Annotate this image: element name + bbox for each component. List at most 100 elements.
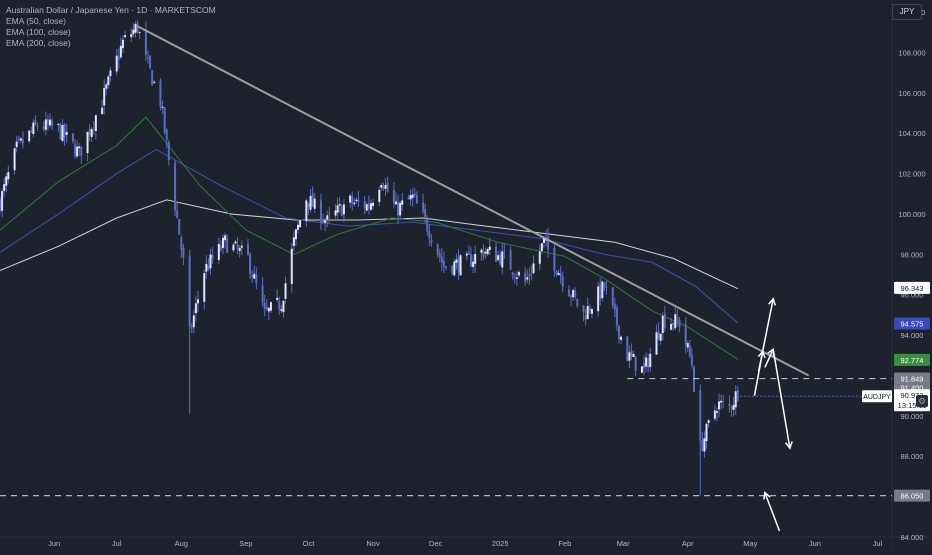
candle-body bbox=[88, 129, 91, 136]
candle-body bbox=[601, 281, 604, 298]
candle-body bbox=[392, 190, 395, 204]
candle-body bbox=[322, 221, 325, 223]
candle-body bbox=[224, 235, 227, 241]
candle-body bbox=[92, 127, 95, 129]
candle-body bbox=[30, 130, 33, 132]
candle-body bbox=[590, 309, 593, 314]
x-tick-label: Jun bbox=[48, 539, 60, 548]
price-tag-label: 94.575 bbox=[901, 320, 924, 329]
candle-body bbox=[409, 195, 412, 200]
candle-body bbox=[715, 411, 718, 413]
gear-icon[interactable]: ⚙ bbox=[916, 395, 928, 407]
candle-body bbox=[17, 139, 20, 141]
candle-body bbox=[736, 389, 739, 401]
candle-body bbox=[495, 246, 498, 262]
candle-body bbox=[620, 336, 623, 340]
candle-body bbox=[707, 420, 710, 424]
price-tag-label: 91.400 bbox=[901, 384, 924, 393]
candle-body bbox=[234, 241, 237, 244]
candle-body bbox=[342, 204, 345, 215]
candle-body bbox=[542, 237, 545, 243]
candle-body bbox=[394, 201, 397, 205]
ema50-layer bbox=[0, 116, 739, 360]
candle-body bbox=[442, 260, 445, 268]
candle-body bbox=[336, 205, 339, 213]
ema50-line bbox=[0, 116, 739, 360]
x-tick-label: Feb bbox=[558, 539, 571, 548]
candle-body bbox=[386, 182, 389, 192]
legend-ema200[interactable]: EMA (200, close) bbox=[6, 38, 71, 48]
candle-body bbox=[297, 224, 300, 230]
candle-body bbox=[34, 120, 37, 125]
candle-body bbox=[353, 202, 356, 205]
currency-button[interactable]: JPY bbox=[892, 4, 922, 20]
candle-body bbox=[413, 193, 416, 196]
drawings-layer[interactable] bbox=[0, 25, 892, 497]
ema200-line bbox=[0, 199, 739, 290]
candle-body bbox=[203, 273, 206, 302]
candle-body bbox=[440, 256, 443, 263]
candle-body bbox=[676, 317, 679, 321]
legend-ema100[interactable]: EMA (100, close) bbox=[6, 27, 71, 37]
candle-body bbox=[340, 205, 343, 217]
x-tick-label: Apr bbox=[682, 539, 694, 548]
candle-body bbox=[630, 350, 633, 357]
last-price-label: 90.973 bbox=[901, 391, 924, 400]
arrow-head bbox=[784, 441, 793, 450]
y-tick-label: 90.000 bbox=[901, 412, 924, 421]
candle-body bbox=[236, 244, 239, 249]
candle-body bbox=[61, 125, 64, 141]
candle-body bbox=[21, 139, 24, 144]
time-axis[interactable]: Jun Jul Aug Sep Oct Nov Dec 2025 Feb Mar Apr May Jun… bbox=[48, 539, 882, 548]
candle-body bbox=[7, 172, 10, 180]
x-tick-label: Mar bbox=[617, 539, 630, 548]
candle-body bbox=[247, 244, 250, 255]
candle-body bbox=[211, 254, 214, 259]
candle-body bbox=[351, 196, 354, 204]
candle-body bbox=[255, 274, 258, 284]
candle-body bbox=[269, 302, 272, 311]
candle-body bbox=[174, 162, 177, 211]
annotation-arrows[interactable] bbox=[753, 297, 793, 532]
arrow-head bbox=[768, 297, 777, 306]
candle-body bbox=[701, 439, 704, 451]
candle-body bbox=[365, 204, 368, 211]
candle-body bbox=[238, 247, 241, 252]
candle-body bbox=[32, 122, 35, 135]
candle-body bbox=[615, 307, 618, 326]
legend-ema50[interactable]: EMA (50, close) bbox=[6, 16, 66, 26]
candle-body bbox=[559, 273, 562, 277]
candle-body bbox=[182, 247, 185, 258]
candle-body bbox=[515, 277, 518, 279]
candle-body bbox=[617, 325, 620, 340]
candle-body bbox=[5, 176, 8, 186]
candle-body bbox=[640, 366, 643, 373]
candle-body bbox=[467, 252, 470, 255]
candle-body bbox=[445, 266, 447, 268]
candle-body bbox=[105, 84, 108, 89]
candle-body bbox=[509, 250, 512, 270]
candle-body bbox=[355, 199, 358, 202]
x-tick-label: Jul bbox=[873, 539, 883, 548]
candle-body bbox=[71, 133, 74, 142]
candle-body bbox=[438, 253, 441, 258]
price-axis[interactable]: 84.00086.00088.00090.00092.00094.00096.0… bbox=[898, 8, 925, 542]
candle-body bbox=[284, 283, 287, 299]
candle-body bbox=[165, 129, 168, 140]
candle-body bbox=[705, 423, 708, 442]
candle-body bbox=[153, 81, 156, 83]
candle-body bbox=[101, 107, 104, 115]
candle-body bbox=[561, 276, 564, 287]
candle-body bbox=[263, 302, 266, 310]
candle-body bbox=[130, 34, 133, 38]
candle-body bbox=[90, 129, 93, 137]
candle-body bbox=[178, 218, 181, 235]
candle-body bbox=[261, 285, 264, 303]
candle-body bbox=[397, 202, 400, 216]
countdown-label: 13:15:11 bbox=[898, 401, 927, 410]
candle-body bbox=[249, 254, 252, 274]
arrow-shaft bbox=[772, 349, 791, 449]
